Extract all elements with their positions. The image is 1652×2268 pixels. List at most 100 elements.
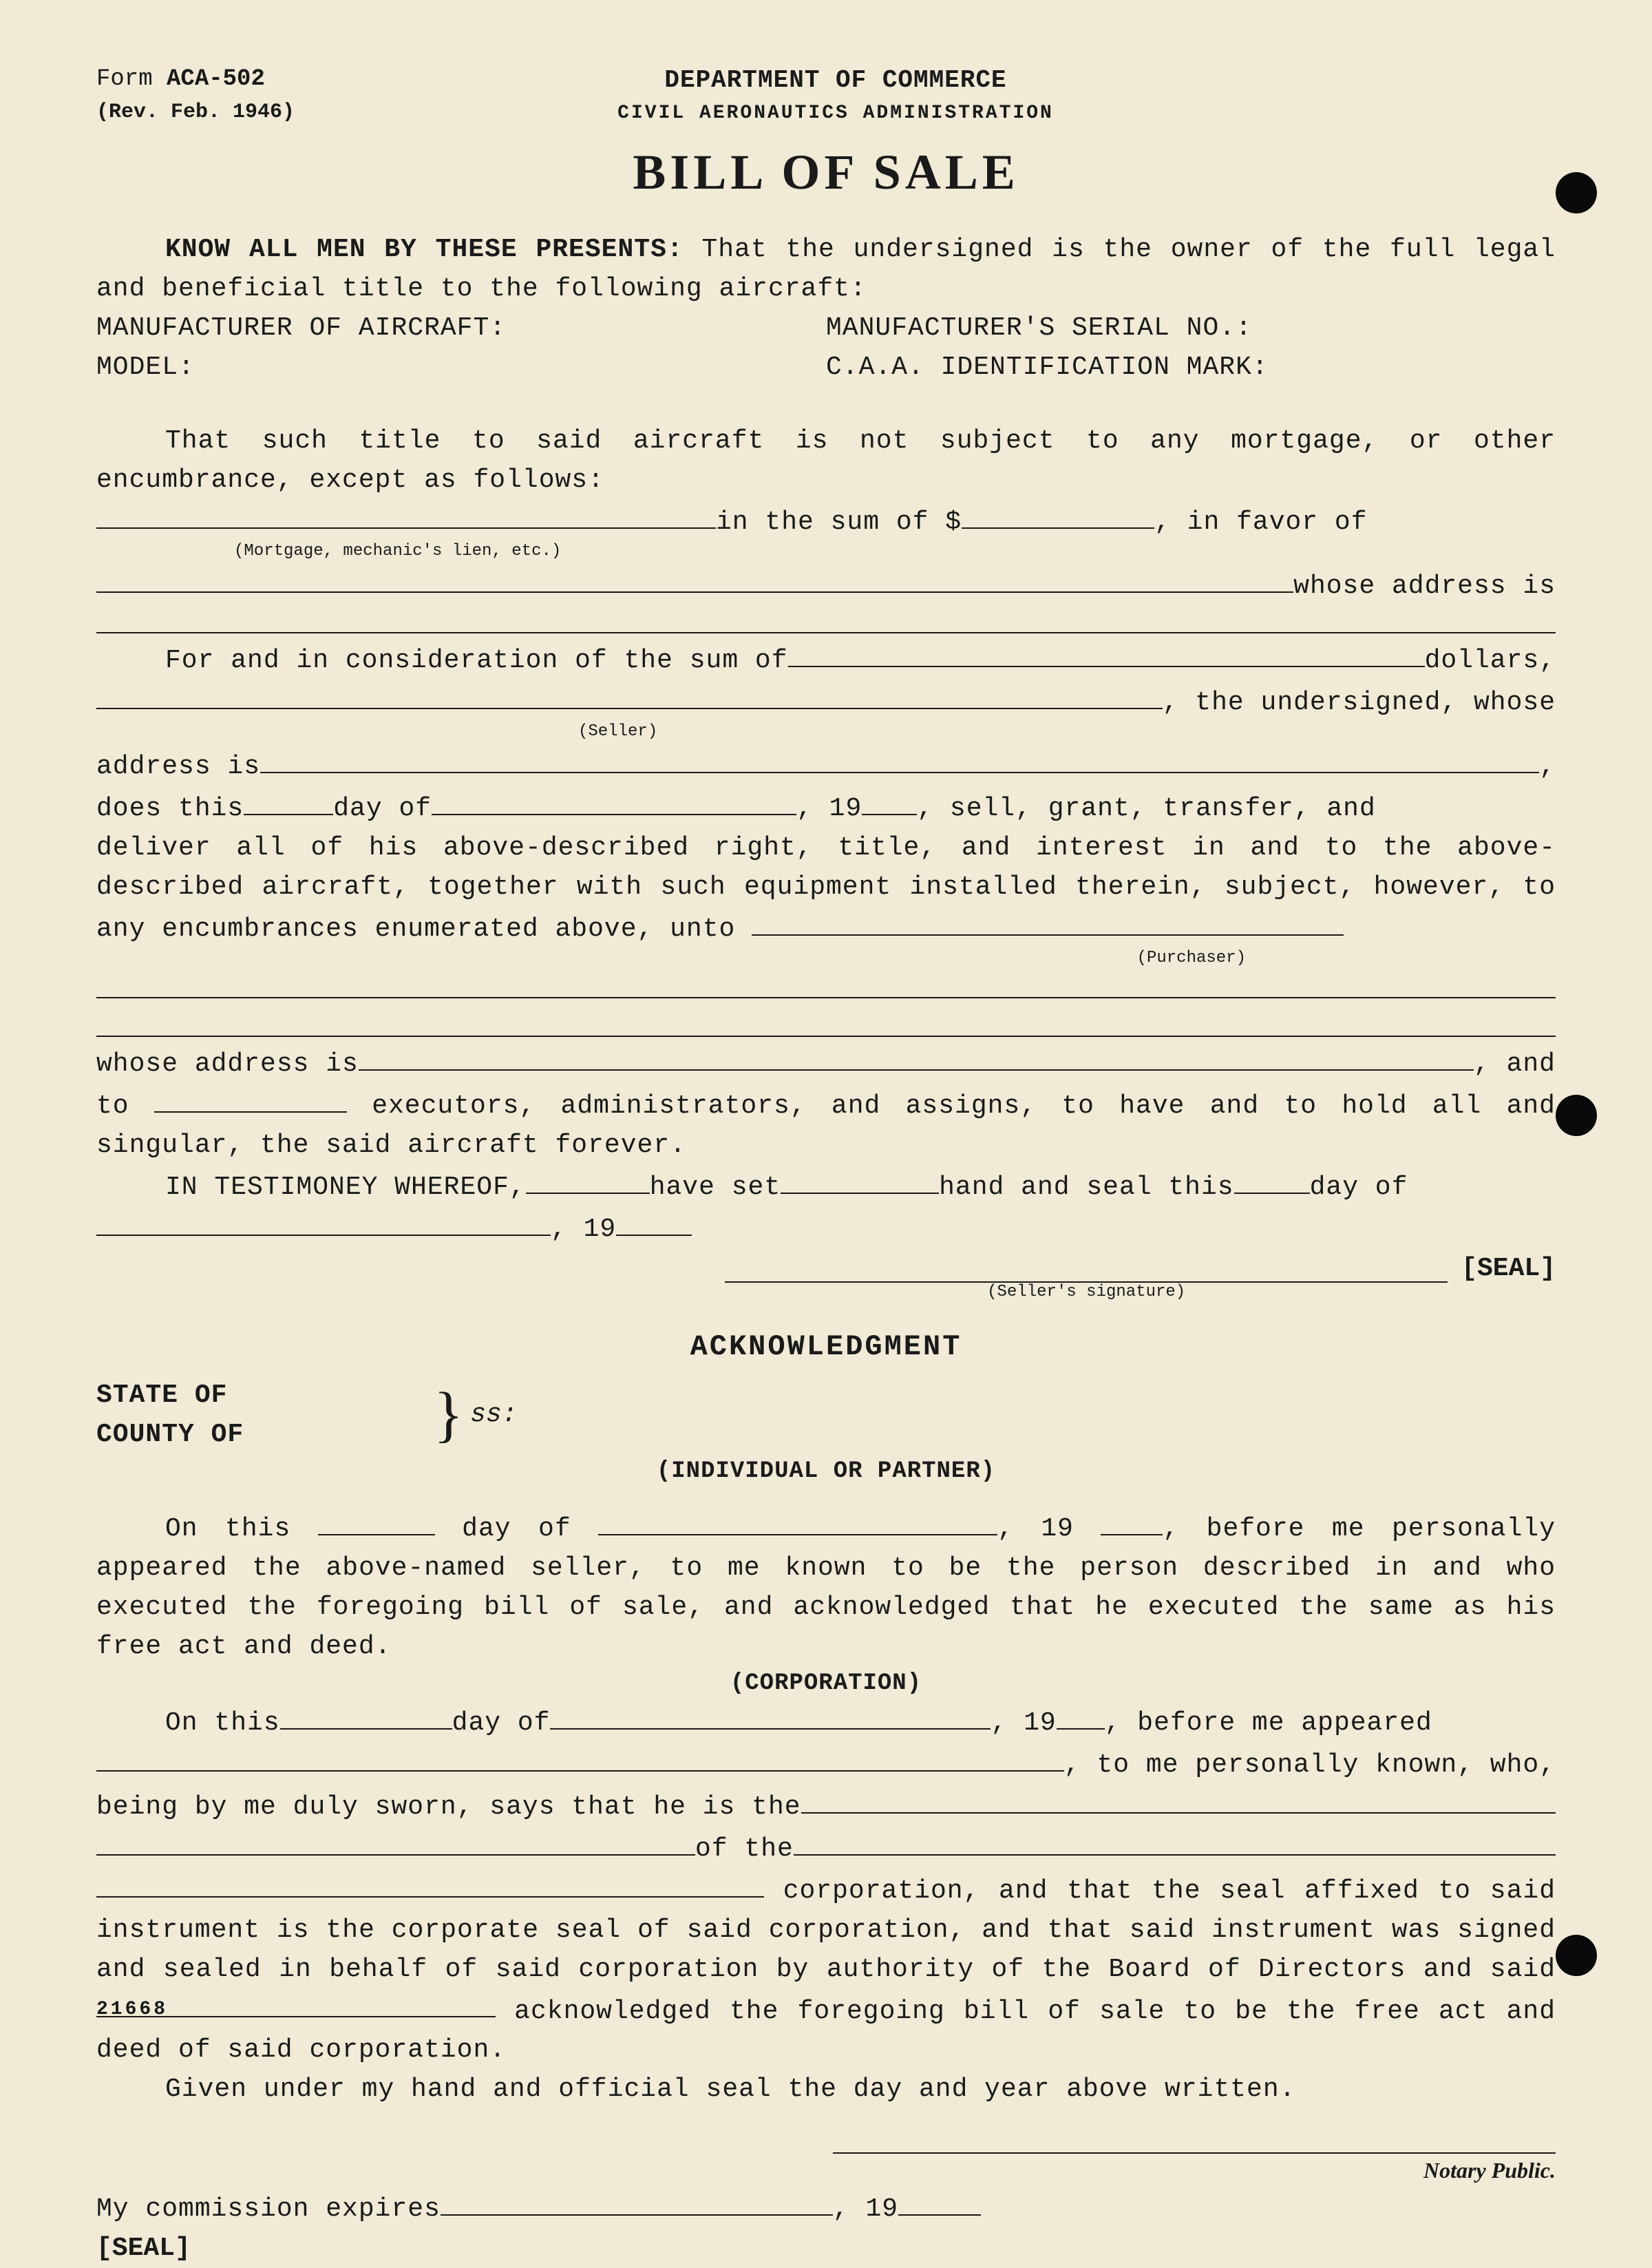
corp-ack-line3: being by me duly sworn, says that he is …: [96, 1785, 1556, 1827]
of-the-text: of the: [695, 1829, 794, 1869]
seller-address-blank[interactable]: [260, 744, 1539, 773]
individual-ack-paragraph: On this day of , 19 , before me personal…: [96, 1506, 1556, 1666]
corp-title-blank[interactable]: [801, 1785, 1556, 1814]
testimony-year-blank[interactable]: [616, 1207, 692, 1236]
commission-line: My commission expires , 19: [96, 2187, 1556, 2229]
commission-year-blank[interactable]: [898, 2187, 981, 2216]
seller-caption: (Seller): [96, 720, 1556, 744]
year-blank[interactable]: [862, 786, 917, 815]
sum-blank[interactable]: [962, 500, 1154, 529]
consideration-blank[interactable]: [788, 639, 1425, 668]
testimony-month-blank[interactable]: [96, 1207, 551, 1236]
corp-of-blank1[interactable]: [96, 1827, 695, 1856]
form-header: Form ACA-502 (Rev. Feb. 1946) DEPARTMENT…: [96, 62, 1556, 128]
model-label: MODEL:: [96, 348, 195, 387]
corp-ack-line2: , to me personally known, who,: [96, 1743, 1556, 1785]
serial-label: MANUFACTURER'S SERIAL NO.:: [826, 308, 1556, 348]
corp-day-of-text: day of: [452, 1703, 551, 1743]
favor-blank[interactable]: [96, 564, 1293, 593]
commission-blank[interactable]: [441, 2187, 833, 2216]
purchaser-blank[interactable]: [752, 907, 1344, 936]
given-under-text: Given under my hand and official seal th…: [96, 2070, 1556, 2109]
favor-of-line: whose address is: [96, 564, 1556, 606]
testimony-text: IN TESTIMONEY WHEREOF,: [96, 1168, 526, 1207]
ack-year-text: , 19: [997, 1514, 1101, 1544]
ack-year-blank[interactable]: [1101, 1506, 1163, 1535]
to-blank[interactable]: [154, 1084, 347, 1113]
document-number: 21668: [96, 1995, 168, 2024]
form-revision: (Rev. Feb. 1946): [96, 97, 295, 128]
date-line: does this day of , 19 , sell, grant, tra…: [96, 786, 1556, 828]
does-this-text: does this: [96, 789, 244, 828]
seller-signature-line[interactable]: [725, 1255, 1448, 1283]
whose-address-is-text: whose address is: [96, 1044, 359, 1084]
corp-name-blank[interactable]: [96, 1743, 1064, 1772]
day-of2-text: day of: [1310, 1168, 1408, 1207]
testimony-blank1[interactable]: [526, 1165, 650, 1194]
purchaser-address-blank[interactable]: [359, 1042, 1474, 1071]
address-blank-line[interactable]: [96, 606, 1556, 633]
purchaser-address-line: whose address is , and: [96, 1042, 1556, 1084]
testimony-blank2[interactable]: [781, 1165, 939, 1194]
purchaser-line2[interactable]: [96, 971, 1556, 998]
corp-name-blank2[interactable]: [96, 1869, 764, 1898]
corp-day-blank[interactable]: [280, 1701, 452, 1730]
ack-month-blank[interactable]: [598, 1506, 997, 1535]
sell-grant-text: , sell, grant, transfer, and: [917, 789, 1376, 828]
seller-line: , the undersigned, whose: [96, 680, 1556, 722]
ack-day-blank[interactable]: [318, 1506, 435, 1535]
punch-hole: [1556, 1095, 1597, 1136]
and-text: , and: [1474, 1044, 1556, 1084]
encumbrance-paragraph: That such title to said aircraft is not …: [96, 421, 1556, 500]
day-of-text: day of: [333, 789, 432, 828]
mortgage-blank[interactable]: [96, 500, 716, 529]
form-label: Form: [96, 66, 153, 92]
being-sworn-text: being by me duly sworn, says that he is …: [96, 1787, 801, 1827]
corp-year-blank[interactable]: [1057, 1701, 1105, 1730]
testimony-line: IN TESTIMONEY WHEREOF, have set hand and…: [96, 1165, 1556, 1207]
manufacturer-label: MANUFACTURER OF AIRCRAFT:: [96, 308, 506, 348]
month-blank[interactable]: [432, 786, 796, 815]
address-is-text: address is: [96, 747, 260, 786]
to-text: to: [96, 1091, 154, 1121]
corp-month-blank[interactable]: [550, 1701, 991, 1730]
corp-ack-line4: of the: [96, 1827, 1556, 1869]
document-title: BILL OF SALE: [96, 135, 1556, 209]
state-of-label: STATE OF: [96, 1376, 427, 1415]
executors-paragraph: to executors, administrators, and assign…: [96, 1084, 1556, 1165]
deliver-paragraph: deliver all of his above-described right…: [96, 828, 1556, 949]
form-number: ACA-502: [167, 66, 265, 92]
notary-block: Notary Public.: [833, 2126, 1556, 2187]
year2-text: , 19: [551, 1210, 616, 1249]
testimony-day-blank[interactable]: [1234, 1165, 1310, 1194]
seal-signature-row: (Seller's signature) [SEAL]: [96, 1249, 1556, 1305]
hand-seal-text: hand and seal this: [939, 1168, 1233, 1207]
undersigned-text: , the undersigned, whose: [1163, 683, 1556, 722]
mortgage-caption: (Mortgage, mechanic's lien, etc.): [96, 539, 1556, 564]
encumbrance-line1: in the sum of $ , in favor of: [96, 500, 1556, 542]
brace-icon: }: [434, 1393, 463, 1436]
state-county-block: STATE OF COUNTY OF: [96, 1376, 427, 1454]
commission-text: My commission expires: [96, 2190, 441, 2229]
corp-of-blank2[interactable]: [794, 1827, 1556, 1856]
county-of-label: COUNTY OF: [96, 1415, 427, 1454]
consideration-text: For and in consideration of the sum of: [96, 641, 788, 680]
address-line: address is ,: [96, 744, 1556, 786]
commission-year-text: , 19: [833, 2190, 898, 2229]
day-blank[interactable]: [244, 786, 333, 815]
corp-year-text: , 19: [991, 1703, 1056, 1743]
department-block: DEPARTMENT OF COMMERCE CIVIL AERONAUTICS…: [295, 62, 1377, 128]
corp-ack-line1: On this day of , 19 , before me appeared: [96, 1701, 1556, 1743]
personally-known-text: , to me personally known, who,: [1064, 1745, 1556, 1785]
caa-label: C.A.A. IDENTIFICATION MARK:: [826, 348, 1556, 387]
department-name: DEPARTMENT OF COMMERCE: [295, 62, 1377, 99]
year-prefix-text: , 19: [796, 789, 862, 828]
signature-block: (Seller's signature): [725, 1255, 1448, 1305]
know-all-men: KNOW ALL MEN BY THESE PRESENTS:: [165, 235, 684, 264]
administration-name: CIVIL AERONAUTICS ADMINISTRATION: [295, 99, 1377, 128]
seller-blank[interactable]: [96, 680, 1163, 709]
ack-day-of-text: day of: [435, 1514, 598, 1544]
purchaser-line3[interactable]: [96, 1009, 1556, 1037]
notary-signature-line[interactable]: [833, 2126, 1556, 2154]
dollars-text: dollars,: [1425, 641, 1556, 680]
